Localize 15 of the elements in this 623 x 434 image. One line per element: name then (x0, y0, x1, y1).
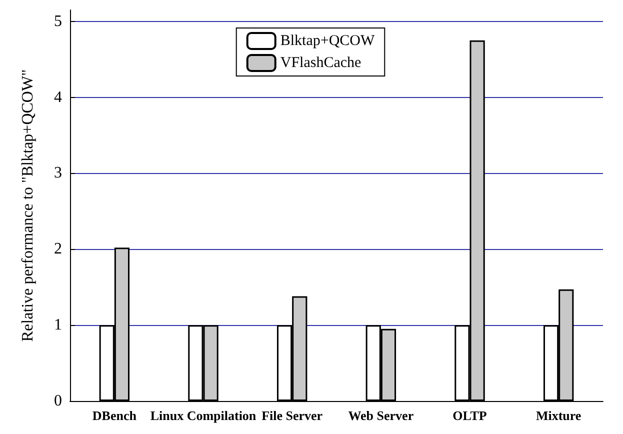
y-tick-label: 1 (54, 316, 62, 334)
y-tick-label: 3 (54, 164, 62, 182)
y-tick-label: 4 (54, 88, 62, 106)
y-axis-title: Relative performance to "Blktap+QCOW" (20, 69, 36, 342)
legend-label: Blktap+QCOW (280, 33, 376, 49)
x-tick-label: OLTP (452, 408, 487, 423)
x-tick-label: Mixture (536, 408, 582, 423)
x-tick-label: Linux Compilation (150, 408, 257, 423)
x-tick-label: File Server (262, 408, 323, 423)
y-tick-label: 0 (54, 392, 62, 410)
x-tick-label: DBench (92, 408, 138, 423)
legend-label: VFlashCache (280, 55, 362, 71)
y-tick-label: 2 (54, 240, 62, 258)
x-tick-label: Web Server (348, 408, 414, 423)
y-tick-label: 5 (54, 12, 62, 30)
